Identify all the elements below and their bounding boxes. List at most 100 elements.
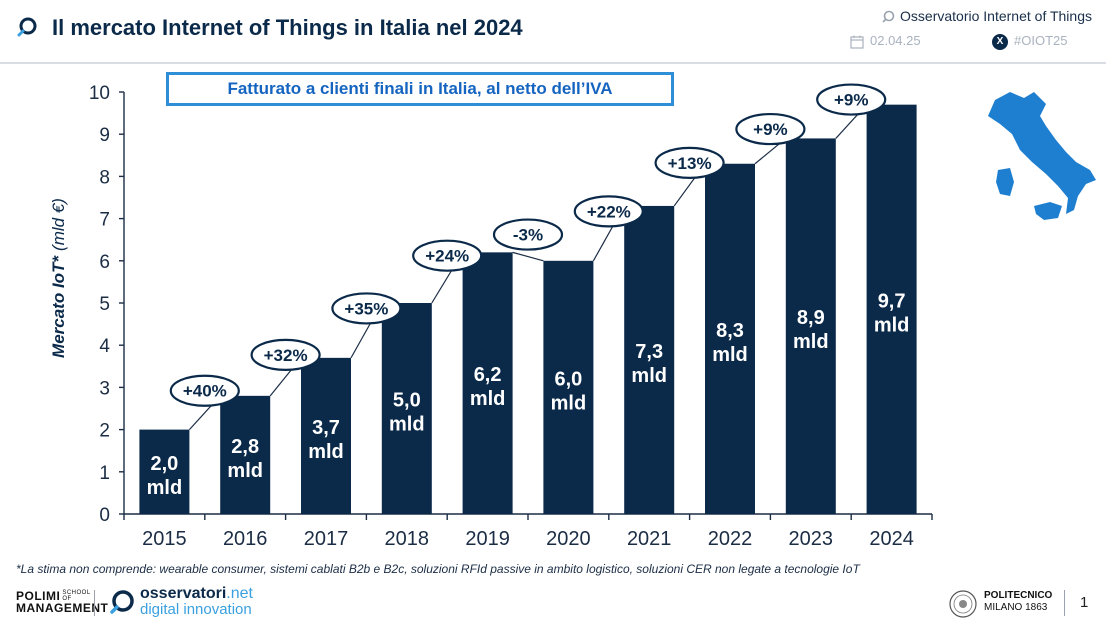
osservatori-main: osservatori	[140, 585, 227, 602]
page-title: Il mercato Internet of Things in Italia …	[52, 15, 523, 40]
y-tick-label: 4	[99, 336, 110, 357]
y-axis-title: Mercato IoT* (mld €)	[49, 198, 68, 358]
x-tick-label: 2024	[869, 528, 914, 550]
y-tick-label: 7	[99, 210, 110, 231]
growth-label: +24%	[425, 247, 469, 266]
bar-value-label: 8,3	[716, 320, 744, 342]
footer-divider-right	[1064, 590, 1065, 616]
politecnico-seal-icon	[949, 590, 977, 618]
growth-label: +32%	[264, 346, 308, 365]
y-tick-label: 1	[99, 463, 110, 484]
x-tick-label: 2017	[304, 528, 349, 550]
y-tick-label: 9	[99, 125, 110, 146]
y-tick-label: 8	[99, 167, 110, 188]
x-tick-label: 2021	[627, 528, 672, 550]
y-tick-label: 10	[89, 83, 110, 104]
politecnico-logo: POLITECNICO MILANO 1863	[984, 590, 1052, 614]
bar-unit-label: mld	[147, 477, 183, 499]
bar	[624, 205, 675, 514]
magnifier-icon	[882, 10, 895, 23]
bar-value-label: 6,0	[554, 368, 582, 390]
bar	[462, 252, 513, 515]
date-label: 02.04.25	[870, 33, 921, 48]
osservatori-logo-icon	[110, 590, 134, 614]
y-axis-title-text: Mercato IoT* (mld €)	[49, 198, 68, 358]
bar-unit-label: mld	[793, 331, 829, 353]
calendar-icon	[850, 35, 864, 49]
osservatori-sub: digital innovation	[140, 601, 252, 618]
bar-unit-label: mld	[874, 314, 910, 336]
observatory-label: Osservatorio Internet of Things	[900, 8, 1092, 24]
growth-oval	[816, 83, 887, 116]
chart-axes: 0 1 2 3 4 5 6 7 8 9 10 2015 2016 2017 2018 2019 2020 2021…	[89, 83, 933, 550]
y-tick-label: 2	[99, 421, 110, 442]
bar-value-label: 9,7	[878, 290, 906, 312]
politecnico-city: MILANO 1863	[984, 602, 1048, 613]
x-social-icon: X	[992, 33, 1008, 50]
growth-connectors	[188, 104, 868, 431]
date: 02.04.25	[850, 33, 921, 49]
growth-label: +9%	[834, 91, 869, 110]
x-tick-label: 2022	[708, 528, 753, 550]
chart-subtitle: Fatturato a clienti finali in Italia, al…	[166, 72, 674, 106]
politecnico-name: POLITECNICO	[984, 590, 1053, 601]
bar	[543, 260, 594, 514]
growth-oval	[654, 146, 725, 179]
osservatori-ext: .net	[226, 585, 253, 602]
growth-label: -3%	[513, 226, 543, 245]
growth-oval	[331, 292, 402, 325]
y-tick-label: 6	[99, 252, 110, 273]
growth-oval	[492, 218, 564, 251]
y-axis-title-unit: (mld €)	[49, 198, 68, 251]
bar-value-label: 8,9	[797, 307, 825, 329]
growth-oval	[412, 239, 483, 272]
growth-label: +9%	[753, 120, 788, 139]
italy-map-icon	[988, 92, 1096, 220]
bar-value-label: 2,8	[231, 436, 259, 458]
bar	[220, 395, 271, 514]
growth-label: +13%	[668, 154, 712, 173]
bar-unit-label: mld	[389, 414, 425, 436]
growth-oval	[169, 374, 240, 407]
y-tick-label: 0	[99, 505, 110, 526]
bar	[381, 303, 432, 514]
growth-connector	[512, 251, 544, 262]
bar-unit-label: mld	[551, 392, 587, 414]
bar-unit-label: mld	[712, 344, 748, 366]
growth-label: +40%	[183, 382, 227, 401]
bar	[705, 163, 755, 515]
y-axis-title-bold: Mercato IoT*	[49, 255, 68, 358]
bar	[301, 357, 351, 514]
x-tick-label: 2023	[789, 528, 834, 550]
footer-divider	[94, 590, 95, 616]
magnifier-logo-icon	[17, 17, 37, 37]
growth-label: +22%	[587, 202, 631, 221]
osservatori-logo-text: osservatori.net digital innovation	[140, 586, 253, 618]
y-tick-label: 3	[99, 378, 110, 399]
bar-unit-label: mld	[631, 365, 667, 387]
polimi-line2: MANAGEMENT	[16, 601, 109, 615]
header-divider	[0, 62, 1106, 64]
page-number: 1	[1080, 594, 1089, 611]
polimi-small: SCHOOL OF	[62, 590, 91, 602]
bar-value-label: 5,0	[393, 390, 421, 412]
observatory-name: Osservatorio Internet of Things	[881, 8, 1092, 24]
hashtag-label: #OIOT25	[1014, 33, 1068, 48]
x-tick-label: 2019	[465, 528, 510, 550]
x-tick-label: 2016	[223, 528, 268, 550]
growth-labels: +40% +32% +35% +24% -3% +22% +13% +9% +9%	[169, 83, 887, 407]
growth-oval	[735, 112, 806, 146]
x-tick-label: 2020	[546, 528, 591, 550]
bar-unit-label: mld	[470, 388, 506, 410]
bar-unit-label: mld	[308, 441, 344, 463]
bar	[139, 429, 190, 514]
growth-label: +35%	[344, 299, 388, 318]
footnote: *La stima non comprende: wearable consum…	[16, 562, 860, 576]
bar-unit-label: mld	[227, 460, 263, 482]
bar-value-label: 7,3	[635, 341, 663, 363]
x-tick-label: 2018	[385, 528, 430, 550]
chart-bars: 2,0mld2,8mld3,7mld5,0mld6,2mld6,0mld7,3m…	[139, 104, 917, 515]
bar	[785, 138, 836, 515]
polimi-logo: POLIMI SCHOOL OF MANAGEMENT	[16, 590, 108, 614]
bar-chart: 0 1 2 3 4 5 6 7 8 9 10 2015 2016 2017 2018 2019 2020 2021…	[49, 83, 1096, 550]
